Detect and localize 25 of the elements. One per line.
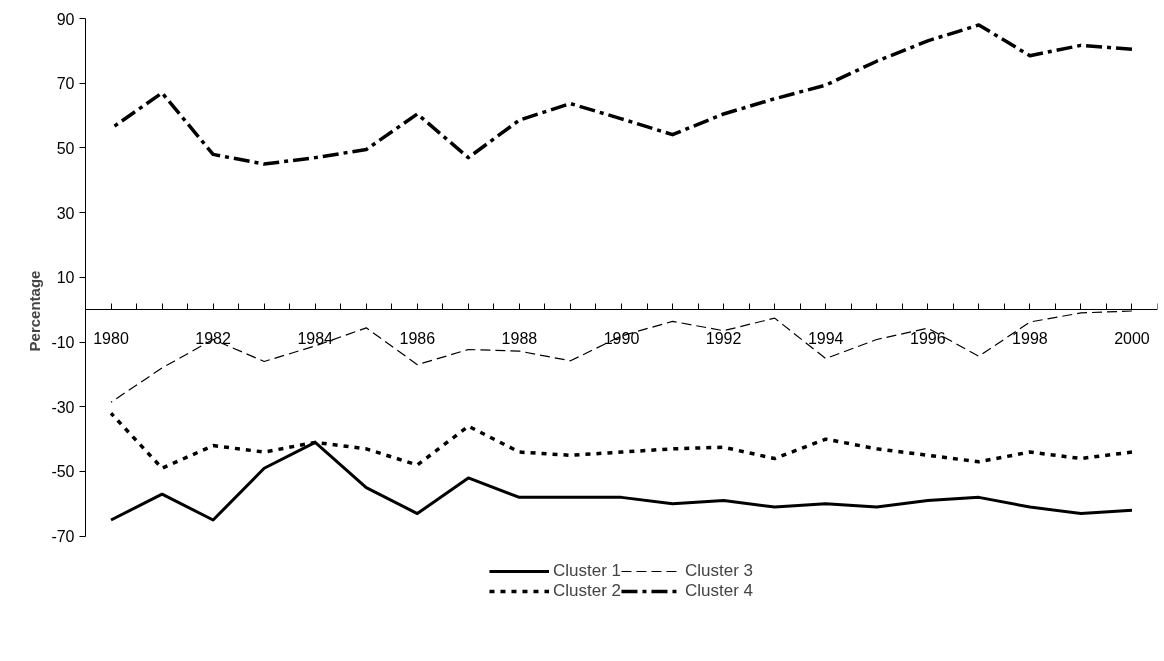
x-tick-label: 1986: [399, 329, 436, 347]
x-tick-label: 1990: [603, 329, 640, 347]
y-tick-label: 90: [56, 10, 75, 28]
y-tick-label: -70: [51, 528, 75, 546]
x-tick-label: 1998: [1012, 329, 1048, 347]
y-tick-label: 10: [56, 269, 75, 287]
legend-label: Cluster 2: [552, 581, 621, 601]
x-tick-label: 1994: [807, 329, 844, 347]
x-tick-label: 1980: [93, 329, 129, 347]
y-tick-label: 70: [56, 75, 75, 93]
y-tick-label: -50: [51, 463, 75, 481]
y-tick-label: 30: [56, 204, 75, 222]
y-tick-label: 50: [56, 139, 75, 157]
x-tick-label: 1982: [195, 329, 232, 347]
x-tick-label: 1984: [297, 329, 334, 347]
x-tick-label: 1992: [705, 329, 742, 347]
legend-label: Cluster 3: [685, 561, 754, 581]
legend-label: Cluster 4: [685, 581, 754, 601]
x-tick-label: 1996: [909, 329, 946, 347]
y-tick-label: -30: [51, 398, 75, 416]
y-axis-title: Percentage: [26, 270, 44, 352]
x-tick-label: 2000: [1114, 329, 1150, 347]
y-tick-label: -10: [51, 334, 75, 352]
x-tick-label: 1988: [501, 329, 538, 347]
legend-label: Cluster 1: [552, 561, 621, 581]
